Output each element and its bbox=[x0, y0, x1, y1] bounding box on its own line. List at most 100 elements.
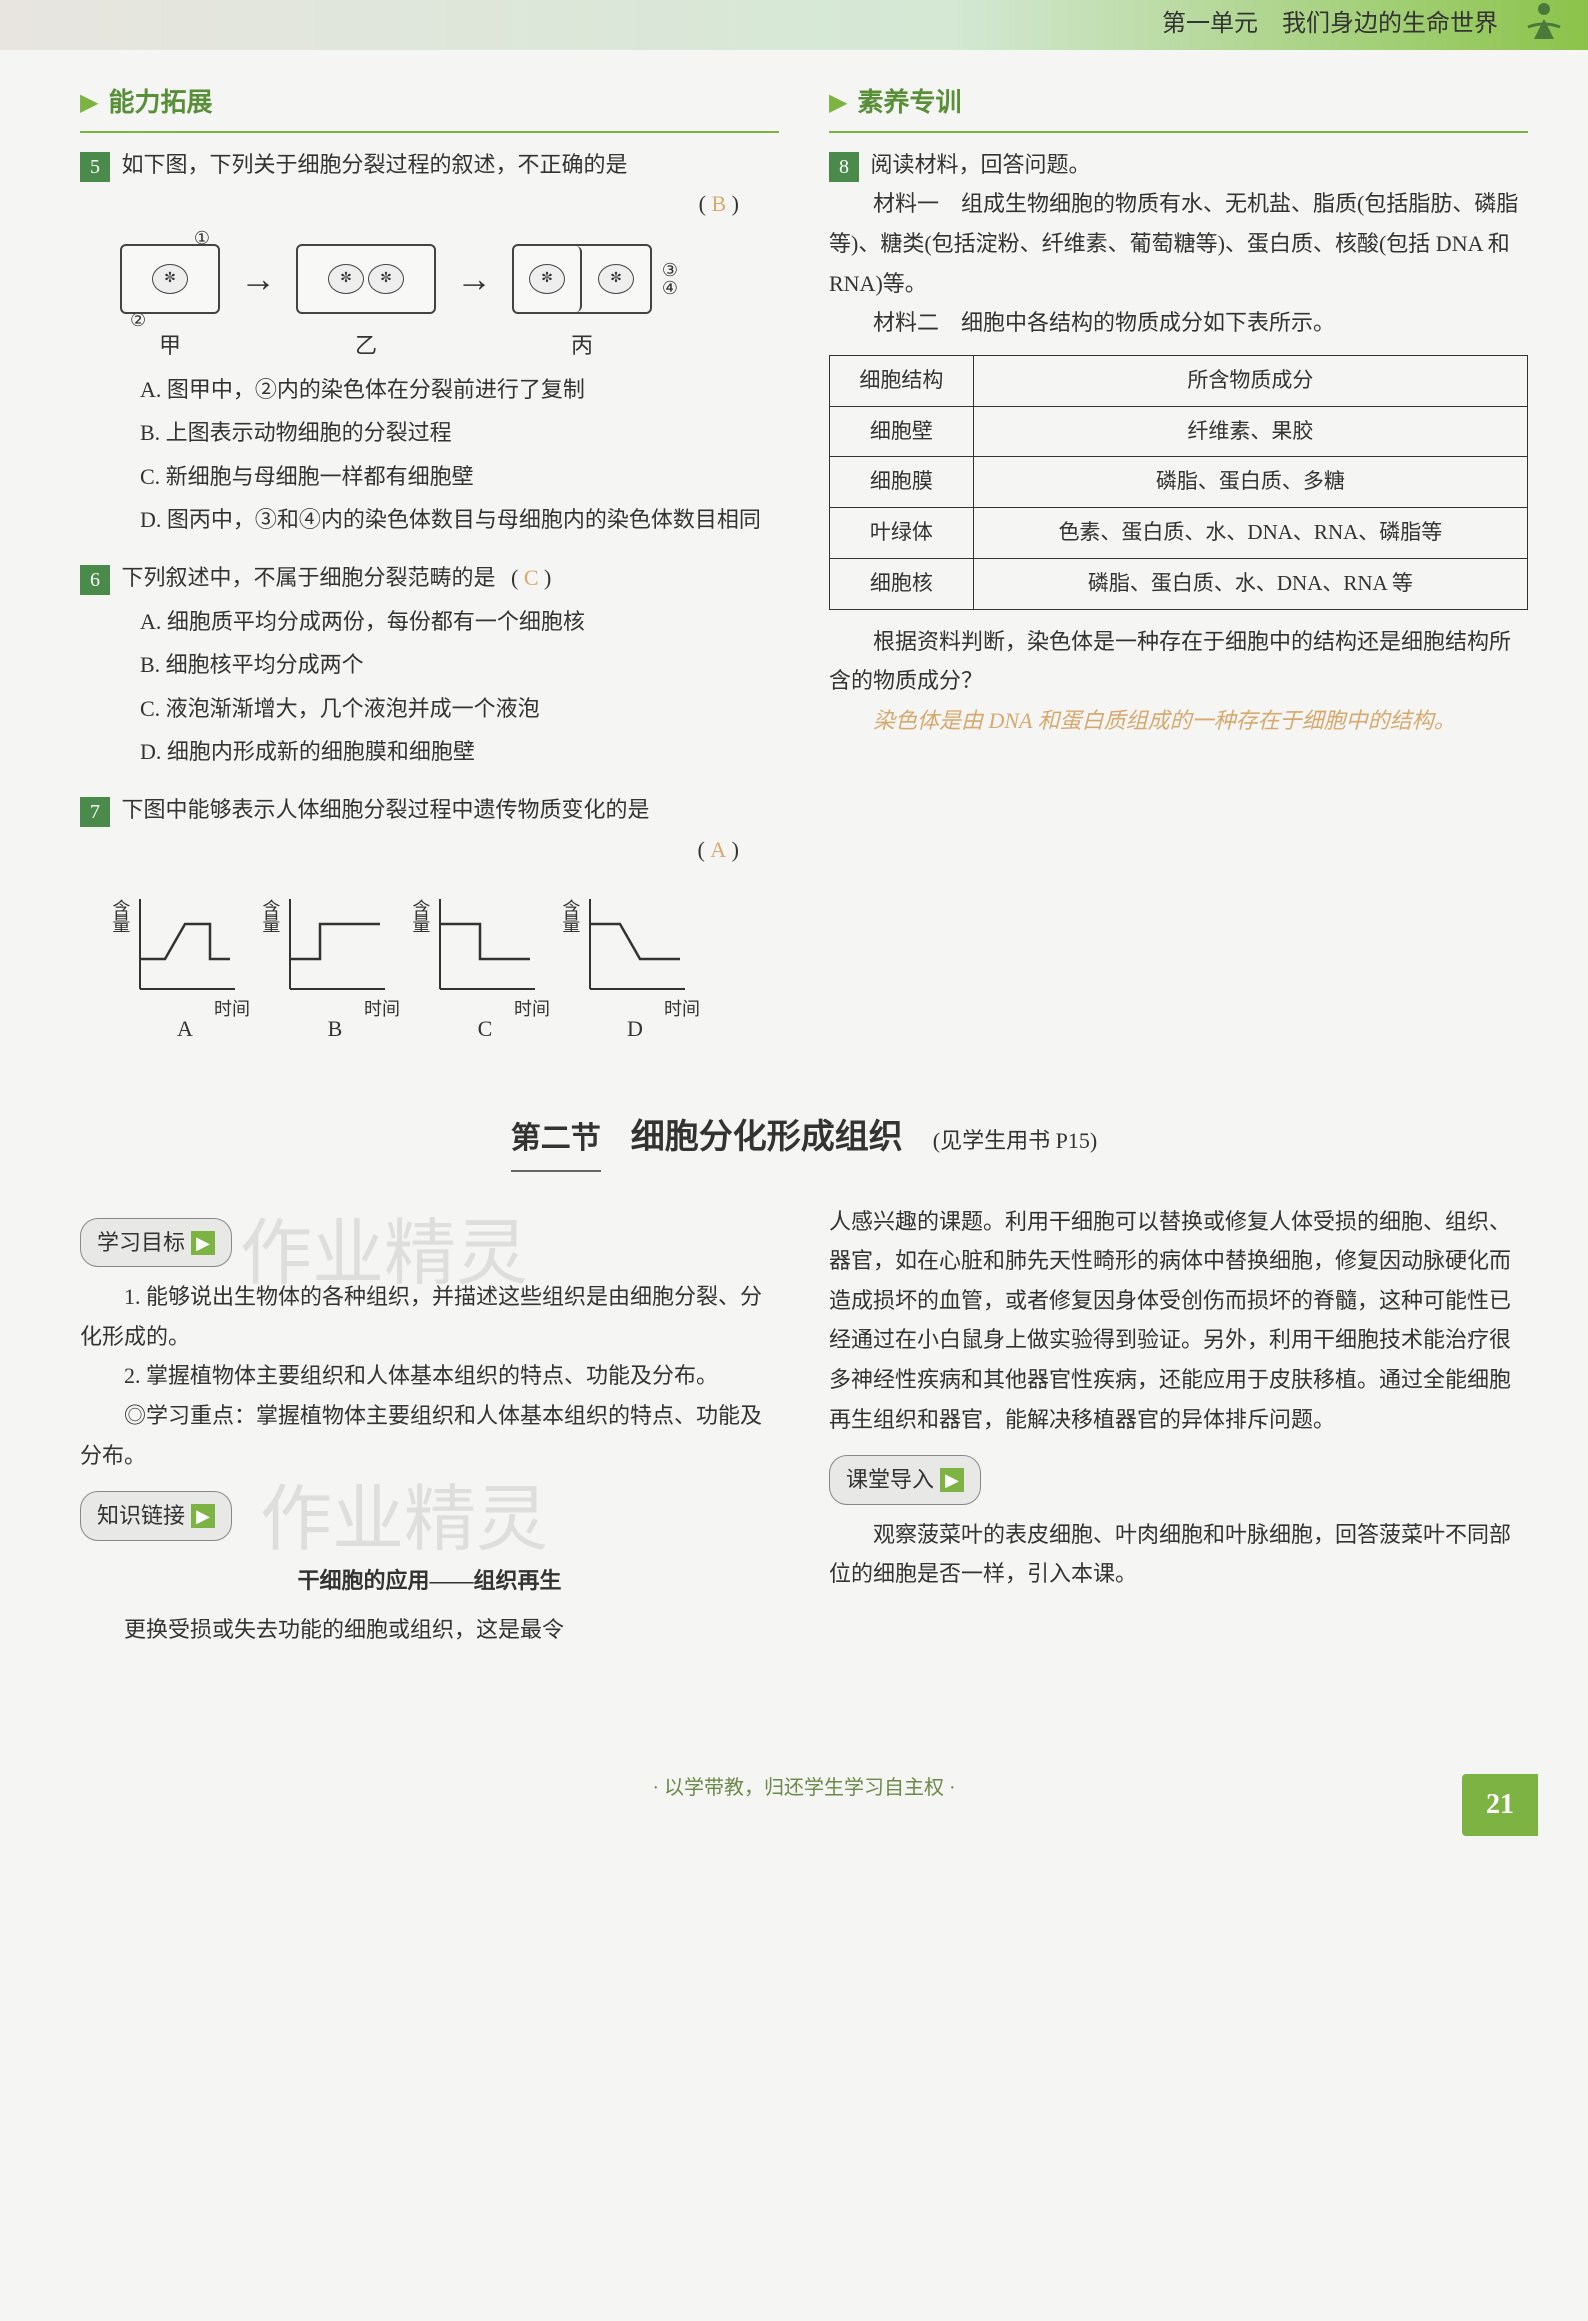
axis-y-label: 含量 bbox=[404, 899, 436, 931]
goal-1: 1. 能够说出生物体的各种组织，并描述这些组织是由细胞分裂、分化形成的。 bbox=[80, 1277, 779, 1356]
q8-material-2: 材料二 细胞中各结构的物质成分如下表所示。 bbox=[829, 303, 1528, 343]
unit-title: 第一单元 我们身边的生命世界 bbox=[1162, 3, 1498, 46]
goal-focus: ◎学习重点：掌握植物体主要组织和人体基本组织的特点、功能及分布。 bbox=[80, 1396, 779, 1475]
cell-yi: ✼ ✼ bbox=[296, 244, 436, 314]
graph-d: 含量 时间 bbox=[580, 889, 690, 999]
link-tag-label: 知识链接 bbox=[97, 1496, 185, 1536]
ability-title: 能力拓展 bbox=[108, 80, 212, 127]
page-number: 21 bbox=[1462, 1774, 1538, 1836]
arrow-icon: ▶ bbox=[80, 82, 98, 125]
left-column: ▶ 能力拓展 5 如下图，下列关于细胞分裂过程的叙述，不正确的是 ( B ) ①… bbox=[80, 80, 779, 1067]
nucleus-icon: ✼ bbox=[368, 264, 404, 294]
q5-answer-line: ( B ) bbox=[80, 184, 779, 224]
q8-answer: 染色体是由 DNA 和蛋白质组成的一种存在于细胞中的结构。 bbox=[829, 701, 1528, 741]
nucleus-icon: ✼ bbox=[328, 264, 364, 294]
axis-x-label: 时间 bbox=[364, 993, 400, 1025]
goals-tag-label: 学习目标 bbox=[97, 1223, 185, 1263]
q5-choice-c: C. 新细胞与母细胞一样都有细胞壁 bbox=[80, 457, 779, 497]
table-row: 细胞膜 磷脂、蛋白质、多糖 bbox=[830, 457, 1528, 508]
sub-cell: ✼ bbox=[582, 246, 650, 312]
arrow-icon: ▶ bbox=[829, 82, 847, 125]
nucleus-icon: ✼ bbox=[598, 264, 634, 294]
question-7: 7 下图中能够表示人体细胞分裂过程中遗传物质变化的是 ( A ) 含量 时间 含… bbox=[80, 790, 779, 1049]
q7-answer: A bbox=[710, 837, 726, 862]
question-5: 5 如下图，下列关于细胞分裂过程的叙述，不正确的是 ( B ) ① ② ✼ → bbox=[80, 145, 779, 540]
table-row: 细胞结构 所含物质成分 bbox=[830, 355, 1528, 406]
axis-x-label: 时间 bbox=[664, 993, 700, 1025]
axis-x-label: 时间 bbox=[214, 993, 250, 1025]
link-subtitle: 干细胞的应用——组织再生 bbox=[80, 1561, 779, 1601]
q7-text: 下图中能够表示人体细胞分裂过程中遗传物质变化的是 bbox=[122, 797, 650, 822]
cell-bing: ✼ ✼ bbox=[512, 244, 652, 314]
q8-intro: 阅读材料，回答问题。 bbox=[871, 152, 1091, 177]
q5-answer: B bbox=[711, 191, 726, 216]
graph-a: 含量 时间 bbox=[130, 889, 240, 999]
graph-b: 含量 时间 bbox=[280, 889, 390, 999]
table-cell: 磷脂、蛋白质、多糖 bbox=[973, 457, 1527, 508]
axis-y-label: 含量 bbox=[254, 899, 286, 931]
section-2-right: 人感兴趣的课题。利用干细胞可以替换或修复人体受损的细胞、组织、器官，如在心脏和肺… bbox=[829, 1202, 1528, 1650]
label-4: ④ bbox=[662, 272, 678, 304]
class-tag: 课堂导入 ▶ bbox=[829, 1455, 981, 1505]
arrow-icon: ▶ bbox=[191, 1231, 215, 1255]
table-cell: 细胞膜 bbox=[830, 457, 974, 508]
label-yi: 乙 bbox=[296, 326, 436, 366]
q5-choice-a: A. 图甲中，②内的染色体在分裂前进行了复制 bbox=[80, 370, 779, 410]
table-header: 细胞结构 bbox=[830, 355, 974, 406]
table-cell: 细胞壁 bbox=[830, 406, 974, 457]
table-row: 细胞壁 纤维素、果胶 bbox=[830, 406, 1528, 457]
table-cell: 细胞核 bbox=[830, 558, 974, 609]
q6-choice-c: C. 液泡渐渐增大，几个液泡并成一个液泡 bbox=[80, 689, 779, 729]
nucleus-icon: ✼ bbox=[529, 264, 565, 294]
q6-answer: C bbox=[524, 565, 539, 590]
section-2-left: 学习目标 ▶ 1. 能够说出生物体的各种组织，并描述这些组织是由细胞分裂、分化形… bbox=[80, 1202, 779, 1650]
table-row: 叶绿体 色素、蛋白质、水、DNA、RNA、磷脂等 bbox=[830, 508, 1528, 559]
axis-x-label: 时间 bbox=[514, 993, 550, 1025]
cell-division-diagram: ① ② ✼ → ✼ ✼ → ③ bbox=[120, 244, 779, 314]
link-p2: 人感兴趣的课题。利用干细胞可以替换或修复人体受损的细胞、组织、器官，如在心脏和肺… bbox=[829, 1202, 1528, 1440]
q5-number: 5 bbox=[80, 152, 110, 182]
q7-number: 7 bbox=[80, 797, 110, 827]
q8-material-1: 材料一 组成生物细胞的物质有水、无机盐、脂质(包括脂肪、磷脂等)、糖类(包括淀粉… bbox=[829, 184, 1528, 303]
cell-jia: ✼ bbox=[120, 244, 220, 314]
page: 第一单元 我们身边的生命世界 ▶ 能力拓展 5 如下图，下列关于细胞分裂过程的叙… bbox=[0, 0, 1588, 1866]
main-two-column: ▶ 能力拓展 5 如下图，下列关于细胞分裂过程的叙述，不正确的是 ( B ) ①… bbox=[80, 80, 1528, 1067]
q6-choice-d: D. 细胞内形成新的细胞膜和细胞壁 bbox=[80, 732, 779, 772]
question-8: 8 阅读材料，回答问题。 材料一 组成生物细胞的物质有水、无机盐、脂质(包括脂肪… bbox=[829, 145, 1528, 741]
axis-y-label: 含量 bbox=[554, 899, 586, 931]
section-2-ref: (见学生用书 P15) bbox=[933, 1121, 1097, 1161]
table-cell: 色素、蛋白质、水、DNA、RNA、磷脂等 bbox=[973, 508, 1527, 559]
q6-text: 下列叙述中，不属于细胞分裂范畴的是 bbox=[122, 565, 496, 590]
axis-y-label: 含量 bbox=[104, 899, 136, 931]
graph-c: 含量 时间 bbox=[430, 889, 540, 999]
table-cell: 叶绿体 bbox=[830, 508, 974, 559]
label-bing: 丙 bbox=[512, 326, 652, 366]
link-tag: 知识链接 ▶ bbox=[80, 1491, 232, 1541]
person-read-icon bbox=[1520, 0, 1568, 43]
q5-text: 如下图，下列关于细胞分裂过程的叙述，不正确的是 bbox=[122, 152, 628, 177]
q6-choice-a: A. 细胞质平均分成两份，每份都有一个细胞核 bbox=[80, 602, 779, 642]
footer-text: · 以学带教，归还学生学习自主权 · bbox=[652, 1770, 955, 1806]
class-text: 观察菠菜叶的表皮细胞、叶肉细胞和叶脉细胞，回答菠菜叶不同部位的细胞是否一样，引入… bbox=[829, 1515, 1528, 1594]
footer: · 以学带教，归还学生学习自主权 · bbox=[80, 1770, 1528, 1806]
section-2-title: 细胞分化形成组织 bbox=[631, 1107, 903, 1168]
q6-number: 6 bbox=[80, 565, 110, 595]
arrow-icon: ▶ bbox=[940, 1468, 964, 1492]
graph-row: 含量 时间 含量 时间 含量 时间 含量 bbox=[130, 889, 779, 999]
goals-tag: 学习目标 ▶ bbox=[80, 1218, 232, 1268]
ability-section-header: ▶ 能力拓展 bbox=[80, 80, 779, 133]
q8-question: 根据资料判断，染色体是一种存在于细胞中的结构还是细胞结构所含的物质成分？ bbox=[829, 622, 1528, 701]
link-p1: 更换受损或失去功能的细胞或组织，这是最令 bbox=[80, 1610, 779, 1650]
q8-number: 8 bbox=[829, 152, 859, 182]
section-2-label: 第二节 bbox=[511, 1112, 601, 1172]
top-banner: 第一单元 我们身边的生命世界 bbox=[0, 0, 1588, 50]
table-row: 细胞核 磷脂、蛋白质、水、DNA、RNA 等 bbox=[830, 558, 1528, 609]
section-2-header: 第二节 细胞分化形成组织 (见学生用书 P15) bbox=[80, 1107, 1528, 1172]
arrow-icon: → bbox=[240, 247, 276, 312]
question-6: 6 下列叙述中，不属于细胞分裂范畴的是 ( C ) A. 细胞质平均分成两份，每… bbox=[80, 558, 779, 772]
goal-2: 2. 掌握植物体主要组织和人体基本组织的特点、功能及分布。 bbox=[80, 1356, 779, 1396]
sub-cell: ✼ bbox=[514, 246, 582, 312]
literacy-section-header: ▶ 素养专训 bbox=[829, 80, 1528, 133]
table-header: 所含物质成分 bbox=[973, 355, 1527, 406]
table-cell: 磷脂、蛋白质、水、DNA、RNA 等 bbox=[973, 558, 1527, 609]
